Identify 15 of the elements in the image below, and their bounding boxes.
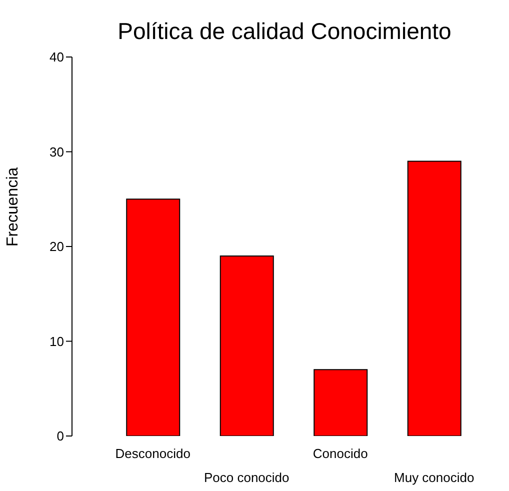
y-tick-label: 0 <box>56 428 64 444</box>
x-tick-label: Poco conocido <box>204 470 290 485</box>
x-tick-label: Desconocido <box>115 446 190 461</box>
y-axis-title: Frecuencia <box>4 167 22 246</box>
bar <box>314 369 368 436</box>
y-tick-label: 20 <box>50 239 64 254</box>
x-tick-label: Conocido <box>312 446 368 461</box>
y-tick-label: 40 <box>50 50 64 65</box>
y-tick-label: 30 <box>50 144 64 160</box>
x-tick-label: Muy conocido <box>394 470 474 485</box>
bar <box>407 160 462 436</box>
y-tick-label: 10 <box>50 334 64 349</box>
chart-title: Política de calidad Conocimiento <box>116 18 452 45</box>
bar <box>126 198 180 436</box>
bar <box>220 255 274 436</box>
